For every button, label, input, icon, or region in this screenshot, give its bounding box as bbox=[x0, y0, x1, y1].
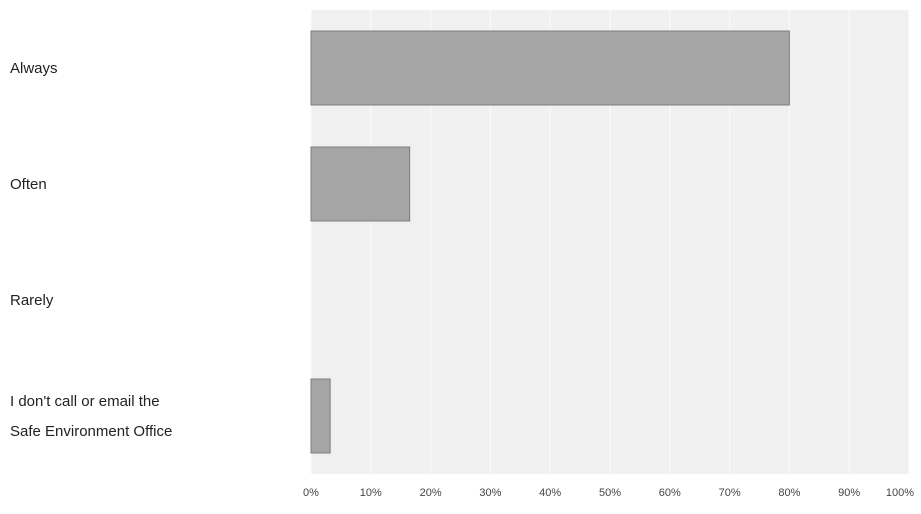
bar bbox=[310, 378, 331, 454]
x-tick-label: 10% bbox=[360, 487, 382, 499]
x-tick-label: 40% bbox=[539, 487, 561, 499]
bar bbox=[310, 146, 411, 222]
x-tick-label: 20% bbox=[420, 487, 442, 499]
category-label: Always bbox=[10, 60, 58, 77]
x-tick-label: 80% bbox=[778, 487, 800, 499]
x-tick-label: 30% bbox=[479, 487, 501, 499]
x-tick-label: 50% bbox=[599, 487, 621, 499]
bars bbox=[310, 30, 790, 454]
x-tick-label: 0% bbox=[303, 487, 319, 499]
category-labels: Always Often Rarely I don't call or email t… bbox=[10, 60, 172, 440]
x-tick-label: 100% bbox=[886, 487, 914, 499]
x-tick-label: 70% bbox=[719, 487, 741, 499]
category-label: Often bbox=[10, 176, 47, 193]
category-label: Rarely bbox=[10, 292, 54, 309]
x-tick-labels: 0% 10% 20% 30% 40% 50% 60% 70% 80% 90% 100% bbox=[303, 487, 914, 499]
category-label: I don't call or email the Safe Environmen… bbox=[10, 393, 172, 440]
x-tick-label: 60% bbox=[659, 487, 681, 499]
x-tick-label: 90% bbox=[838, 487, 860, 499]
bar bbox=[310, 30, 790, 106]
